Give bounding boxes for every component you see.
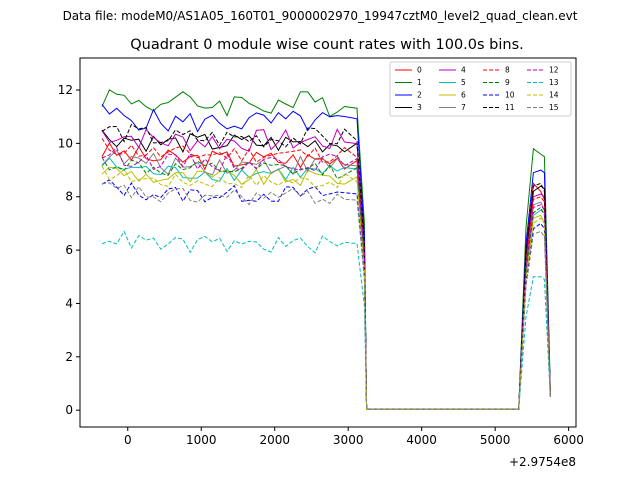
series-line-1 [101,89,551,410]
legend-label-2: 2 [417,91,422,100]
legend-label-4: 4 [461,66,466,75]
series-line-6 [101,166,551,410]
legend-label-0: 0 [417,66,422,75]
legend-box [389,61,572,117]
series-lines [101,89,551,410]
series-line-5 [101,157,551,410]
x-tick-label: 5000 [480,433,511,447]
chart-title: Quadrant 0 module wise count rates with … [130,37,524,53]
legend-label-11: 11 [505,103,515,112]
legend-label-6: 6 [461,91,466,100]
series-line-13 [101,230,551,410]
series-line-4 [101,128,551,410]
series-line-14 [101,165,551,410]
y-tick-label: 12 [58,83,73,97]
y-tick-label: 2 [65,350,73,364]
series-line-10 [101,179,551,410]
x-axis-offset-label: +2.9754e8 [509,455,576,469]
x-tick-label: 6000 [553,433,584,447]
x-tick-label: 2000 [259,433,290,447]
legend-label-1: 1 [417,78,422,87]
legend-label-13: 13 [549,78,559,87]
series-line-15 [101,182,551,410]
legend-label-5: 5 [461,78,466,87]
axis-ticks: 0 1000 2000 3000 4000 5000 6000 0 2 4 6 8 10 12 [58,83,584,447]
x-tick-label: 1000 [186,433,217,447]
plot-area-frame [79,57,577,428]
legend-label-9: 9 [505,78,510,87]
y-tick-label: 8 [65,190,73,204]
series-line-11 [101,123,551,410]
series-line-12 [101,146,551,410]
legend-label-10: 10 [505,91,515,100]
chart-suptitle: Data file: modeM0/AS1A05_160T01_90000029… [63,9,578,23]
legend-label-15: 15 [549,103,559,112]
legend-label-8: 8 [505,66,510,75]
x-tick-label: 0 [124,433,132,447]
series-line-8 [101,138,551,410]
legend-label-3: 3 [417,103,422,112]
legend-label-12: 12 [549,66,559,75]
y-tick-label: 0 [65,403,73,417]
legend-label-14: 14 [549,91,559,100]
y-tick-label: 4 [65,296,73,310]
series-line-0 [101,141,551,410]
y-tick-label: 6 [65,243,73,257]
y-tick-label: 10 [58,136,73,150]
legend-label-7: 7 [461,103,466,112]
series-line-2 [101,104,551,410]
x-tick-label: 3000 [333,433,364,447]
x-tick-label: 4000 [406,433,437,447]
